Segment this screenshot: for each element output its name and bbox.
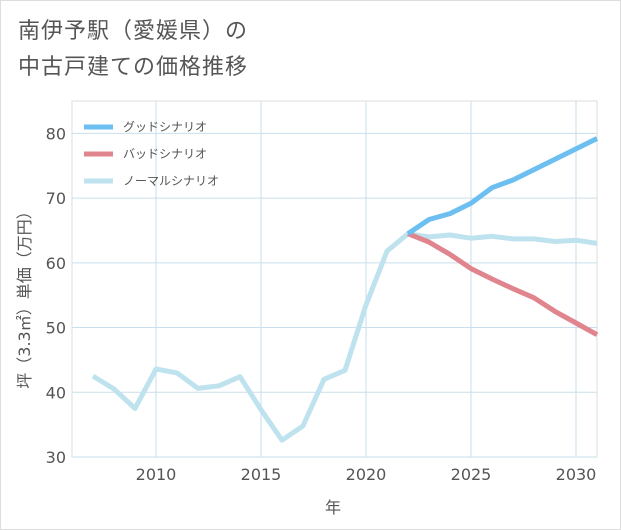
series-line-2	[91, 231, 598, 443]
x-axis-ticks: 2010 2015 2020 2025 2030	[136, 465, 597, 484]
series-lines	[91, 136, 599, 443]
legend-label-1: バッドシナリオ	[123, 147, 207, 161]
chart-title-line-2: 中古戸建ての価格推移	[18, 55, 249, 80]
legend-label-2: ノーマルシナリオ	[123, 174, 219, 188]
x-tick-label: 2015	[241, 465, 282, 484]
y-tick-label: 80	[46, 124, 66, 143]
legend-label-0: グッドシナリオ	[123, 120, 207, 134]
series-line-0	[406, 136, 599, 236]
series-line-1	[407, 231, 599, 337]
x-tick-label: 2020	[346, 465, 387, 484]
x-axis-title: 年	[325, 498, 341, 517]
y-tick-label: 30	[46, 448, 66, 467]
plot-area	[72, 101, 597, 457]
chart-title: 南伊予駅（愛媛県）の 中古戸建ての価格推移	[18, 14, 578, 86]
x-tick-label: 2010	[136, 465, 177, 484]
x-tick-label: 2030	[556, 465, 597, 484]
y-axis-title: 坪（3.3㎡）単価（万円）	[15, 203, 34, 388]
x-tick-label: 2025	[451, 465, 492, 484]
y-tick-label: 50	[46, 319, 66, 338]
y-tick-label: 70	[46, 189, 66, 208]
y-axis-ticks: 30 40 50 60 70 80	[46, 124, 66, 467]
y-tick-label: 60	[46, 254, 66, 273]
chart-title-line-1: 南伊予駅（愛媛県）の	[18, 19, 249, 44]
gridlines	[71, 100, 598, 458]
y-tick-label: 40	[46, 383, 66, 402]
